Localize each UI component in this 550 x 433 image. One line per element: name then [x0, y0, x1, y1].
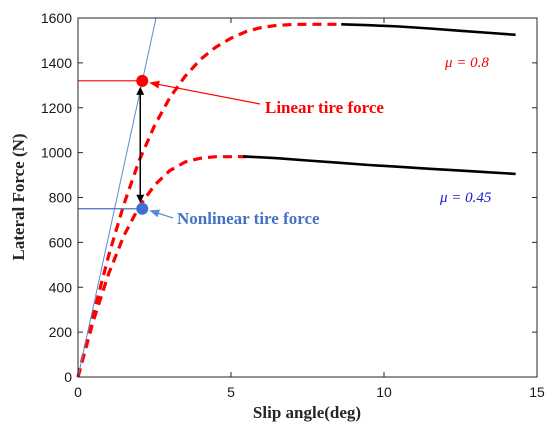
x-axis-label: Slip angle(deg) [253, 403, 361, 422]
y-tick-label: 200 [49, 324, 73, 340]
y-tick-label: 0 [64, 369, 72, 385]
y-tick-label: 1200 [41, 100, 72, 116]
y-tick-label: 800 [49, 190, 73, 206]
y-tick-label: 1000 [41, 145, 72, 161]
x-tick-label: 5 [227, 384, 235, 400]
nonlinear-tire-force-point [136, 202, 149, 215]
nonlinear-tire-force-label: Nonlinear tire force [177, 209, 320, 228]
y-tick-label: 1600 [41, 10, 72, 26]
x-tick-label: 15 [529, 384, 545, 400]
y-tick-label: 600 [49, 234, 73, 250]
x-tick-label: 0 [74, 384, 82, 400]
x-tick-label: 10 [376, 384, 392, 400]
mu-high-label: μ = 0.8 [444, 55, 489, 71]
linear-tire-force-label: Linear tire force [265, 98, 384, 117]
series-line-0 [76, 22, 342, 378]
series-line-1 [341, 23, 516, 37]
linear-tire-force-point [136, 74, 149, 87]
y-tick-label: 1400 [41, 55, 72, 71]
series-line-3 [243, 155, 516, 176]
nonlinear-label-arrow [149, 209, 174, 219]
mu-low-label: μ = 0.45 [439, 190, 492, 206]
y-axis-label: Lateral Force (N) [9, 133, 28, 260]
linear-label-arrow [149, 80, 261, 105]
series-line-4 [77, 17, 157, 378]
series-line-2 [76, 155, 247, 378]
y-tick-label: 400 [49, 279, 73, 295]
